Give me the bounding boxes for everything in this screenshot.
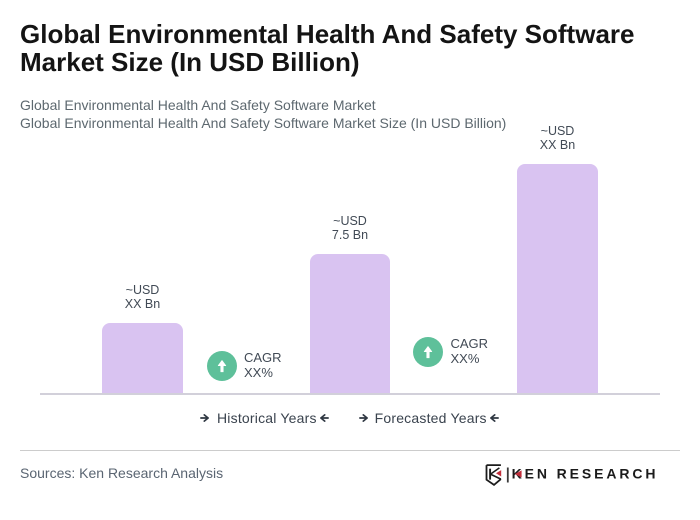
svg-text:KEN RESEARCH: KEN RESEARCH — [512, 466, 659, 482]
